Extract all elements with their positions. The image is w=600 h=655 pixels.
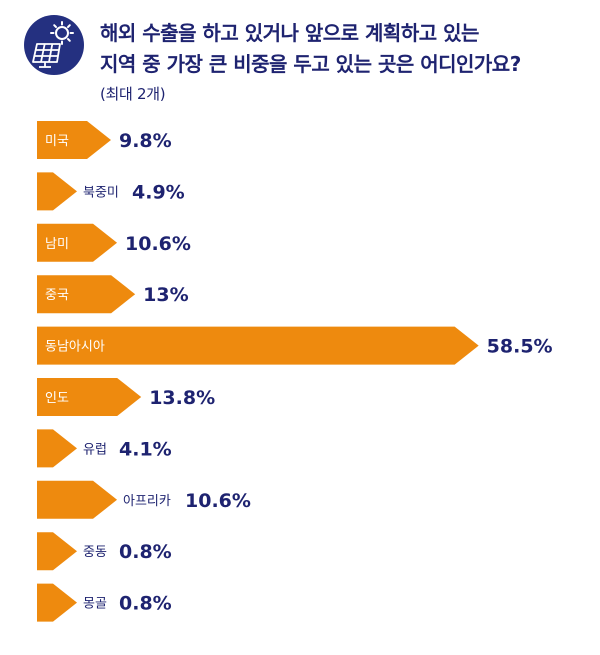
bar <box>37 172 77 211</box>
solar-panel-sun-icon <box>24 15 84 75</box>
value-label: 58.5% <box>487 336 553 358</box>
bar-row: 남미 10.6% <box>37 223 191 262</box>
bar <box>37 532 77 571</box>
category-label: 미국 <box>45 134 69 149</box>
bar-row: 유럽 4.1% <box>37 429 172 468</box>
chart-title: 해외 수출을 하고 있거나 앞으로 계획하고 있는 지역 중 가장 큰 비중을 … <box>100 18 590 80</box>
bar-row: 미국 9.8% <box>37 121 172 159</box>
bar-row: 아프리카 10.6% <box>37 480 251 519</box>
value-label: 9.8% <box>119 130 172 152</box>
bar <box>37 223 118 262</box>
bar-row: 중국 13% <box>37 275 189 314</box>
chart-title-line-2: 지역 중 가장 큰 비중을 두고 있는 곳은 어디인가요? <box>100 52 521 76</box>
value-label: 0.8% <box>119 593 172 615</box>
value-label: 4.9% <box>132 181 185 203</box>
category-label: 북중미 <box>83 185 119 200</box>
category-label: 몽골 <box>83 597 107 612</box>
bar <box>37 429 77 468</box>
value-label: 10.6% <box>125 233 191 255</box>
bar <box>37 378 142 416</box>
category-label: 중국 <box>45 288 69 303</box>
bar-row: 북중미 4.9% <box>37 172 185 211</box>
bar <box>37 480 118 519</box>
bar <box>37 326 479 365</box>
value-label: 4.1% <box>119 438 172 460</box>
chart-subtitle: (최대 2개) <box>100 85 166 103</box>
value-label: 0.8% <box>119 541 172 563</box>
bar <box>37 275 136 314</box>
category-label: 인도 <box>45 391 69 406</box>
bar-row: 인도 13.8% <box>37 378 215 416</box>
category-label: 아프리카 <box>123 494 171 509</box>
bar-row: 동남아시아 58.5% <box>37 326 553 365</box>
chart-header: 해외 수출을 하고 있거나 앞으로 계획하고 있는 지역 중 가장 큰 비중을 … <box>0 0 600 110</box>
value-label: 13.8% <box>149 387 215 409</box>
value-label: 13% <box>143 284 188 306</box>
category-label: 남미 <box>45 237 69 252</box>
category-label: 동남아시아 <box>45 340 105 355</box>
chart-title-line-1: 해외 수출을 하고 있거나 앞으로 계획하고 있는 <box>100 21 479 45</box>
bar <box>37 121 111 159</box>
category-label: 유럽 <box>83 442 107 457</box>
bar-row: 몽골 0.8% <box>37 583 172 622</box>
category-label: 중동 <box>83 545 107 560</box>
value-label: 10.6% <box>185 490 251 512</box>
bar <box>37 583 77 622</box>
bar-row: 중동 0.8% <box>37 532 172 571</box>
